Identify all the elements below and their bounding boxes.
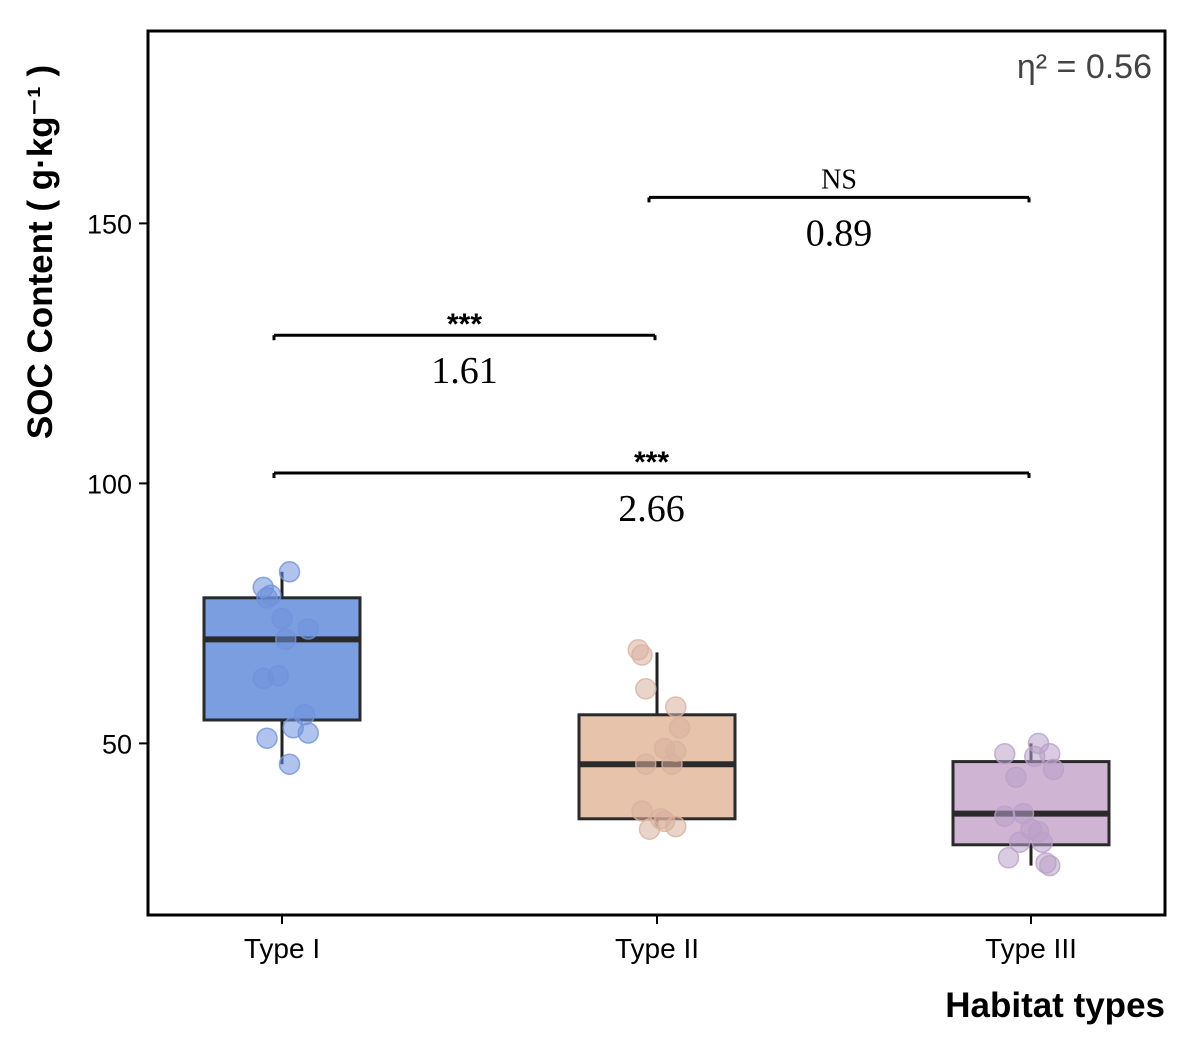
significance-label: NS: [821, 164, 857, 195]
data-point: [631, 644, 653, 666]
y-tick-label: 150: [87, 209, 132, 239]
box-2: [577, 652, 737, 827]
x-tick-label: Type I: [244, 933, 320, 964]
axes: 50 100 150 Type I Type II Type III: [87, 209, 1077, 964]
data-point: [635, 753, 657, 775]
data-point: [297, 722, 319, 744]
data-point: [278, 753, 301, 775]
data-point: [1005, 766, 1027, 788]
x-tick-label: Type II: [615, 933, 699, 964]
x-axis-title: Habitat types: [945, 986, 1165, 1025]
plot-area: *** 2.66 *** 1.61 NS 0.89: [202, 164, 1111, 877]
comparison-bracket: *** 2.66: [272, 446, 1031, 530]
data-point: [997, 847, 1020, 869]
data-point: [994, 805, 1016, 827]
data-point: [1009, 831, 1031, 853]
data-point: [650, 808, 672, 830]
data-point: [668, 717, 691, 739]
data-point: [260, 584, 282, 606]
data-point: [1031, 831, 1053, 853]
data-point: [267, 665, 289, 687]
effect-label: 2.66: [618, 488, 685, 530]
effect-label: 1.61: [431, 350, 498, 392]
significance-label: ***: [447, 308, 482, 341]
y-tick-label: 100: [87, 469, 132, 499]
data-point: [256, 727, 278, 749]
data-point: [297, 618, 319, 640]
significance-label: ***: [634, 446, 669, 479]
data-point: [994, 743, 1016, 765]
x-tick-label: Type III: [985, 933, 1077, 964]
data-point: [278, 561, 301, 583]
data-point: [665, 696, 687, 718]
data-point: [275, 628, 297, 651]
data-point: [635, 678, 657, 700]
data-point: [631, 800, 653, 822]
y-tick-label: 50: [102, 729, 132, 759]
effect-size-annotation: η² = 0.56: [1017, 48, 1152, 86]
y-axis-title: SOC Content ( g·kg⁻¹ ): [21, 65, 60, 439]
data-point: [661, 753, 683, 775]
effect-label: 0.89: [806, 212, 873, 254]
data-point: [1039, 854, 1061, 877]
comparison-bracket: *** 1.61: [272, 308, 657, 392]
data-point: [1024, 745, 1046, 768]
data-point: [1042, 758, 1065, 781]
comparison-bracket: NS 0.89: [647, 164, 1031, 254]
data-point: [271, 607, 293, 630]
